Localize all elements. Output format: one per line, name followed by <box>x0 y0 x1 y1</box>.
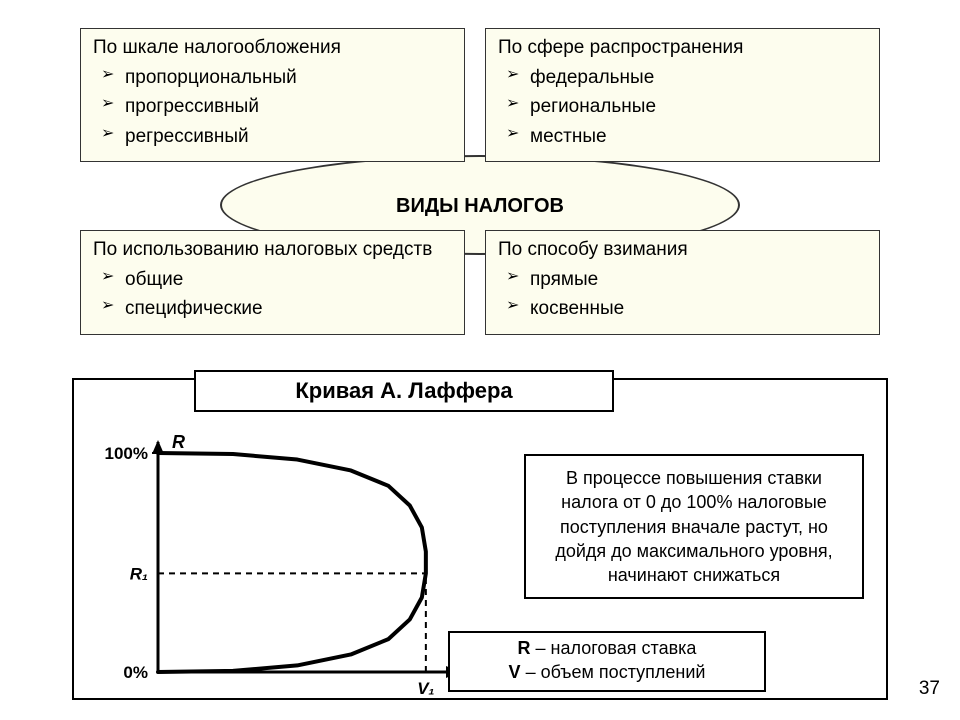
box-usage: По использованию налоговых средств общие… <box>80 230 465 335</box>
list-item: регрессивный <box>101 122 452 151</box>
tax-types-diagram: ВИДЫ НАЛОГОВ По шкале налогообложения пр… <box>0 0 960 350</box>
list-item: пропорциональный <box>101 63 452 92</box>
list-item: местные <box>506 122 867 151</box>
box-scale: По шкале налогообложения пропорциональны… <box>80 28 465 162</box>
svg-text:R: R <box>172 432 185 452</box>
center-title: ВИДЫ НАЛОГОВ <box>396 195 564 218</box>
svg-text:V₁: V₁ <box>417 679 434 698</box>
svg-text:0%: 0% <box>123 663 148 682</box>
laffer-panel: Кривая А. Лаффера RV0%R₁100%V₁ В процесс… <box>72 378 888 700</box>
list-item: общие <box>101 265 452 294</box>
list-item: прямые <box>506 265 867 294</box>
page-number: 37 <box>919 678 940 700</box>
legend-line-v: V – объем поступлений <box>460 661 754 684</box>
box-usage-title: По использованию налоговых средств <box>93 239 452 261</box>
list-item: косвенные <box>506 294 867 323</box>
chart-description: В процессе повышения ставки налога от 0 … <box>524 454 864 599</box>
svg-text:R₁: R₁ <box>130 564 148 583</box>
legend-line-r: R – налоговая ставка <box>460 637 754 660</box>
box-usage-list: общие специфические <box>93 265 452 324</box>
box-scale-list: пропорциональный прогрессивный регрессив… <box>93 63 452 151</box>
box-method-title: По способу взимания <box>498 239 867 261</box>
list-item: региональные <box>506 92 867 121</box>
box-sphere: По сфере распространения федеральные рег… <box>485 28 880 162</box>
list-item: федеральные <box>506 63 867 92</box>
box-sphere-list: федеральные региональные местные <box>498 63 867 151</box>
chart-title: Кривая А. Лаффера <box>194 370 614 412</box>
box-method-list: прямые косвенные <box>498 265 867 324</box>
box-scale-title: По шкале налогообложения <box>93 37 452 59</box>
chart-legend: R – налоговая ставка V – объем поступлен… <box>448 631 766 692</box>
box-sphere-title: По сфере распространения <box>498 37 867 59</box>
list-item: прогрессивный <box>101 92 452 121</box>
list-item: специфические <box>101 294 452 323</box>
box-method: По способу взимания прямые косвенные <box>485 230 880 335</box>
laffer-curve-chart: RV0%R₁100%V₁ <box>80 414 500 702</box>
svg-text:100%: 100% <box>105 444 148 463</box>
